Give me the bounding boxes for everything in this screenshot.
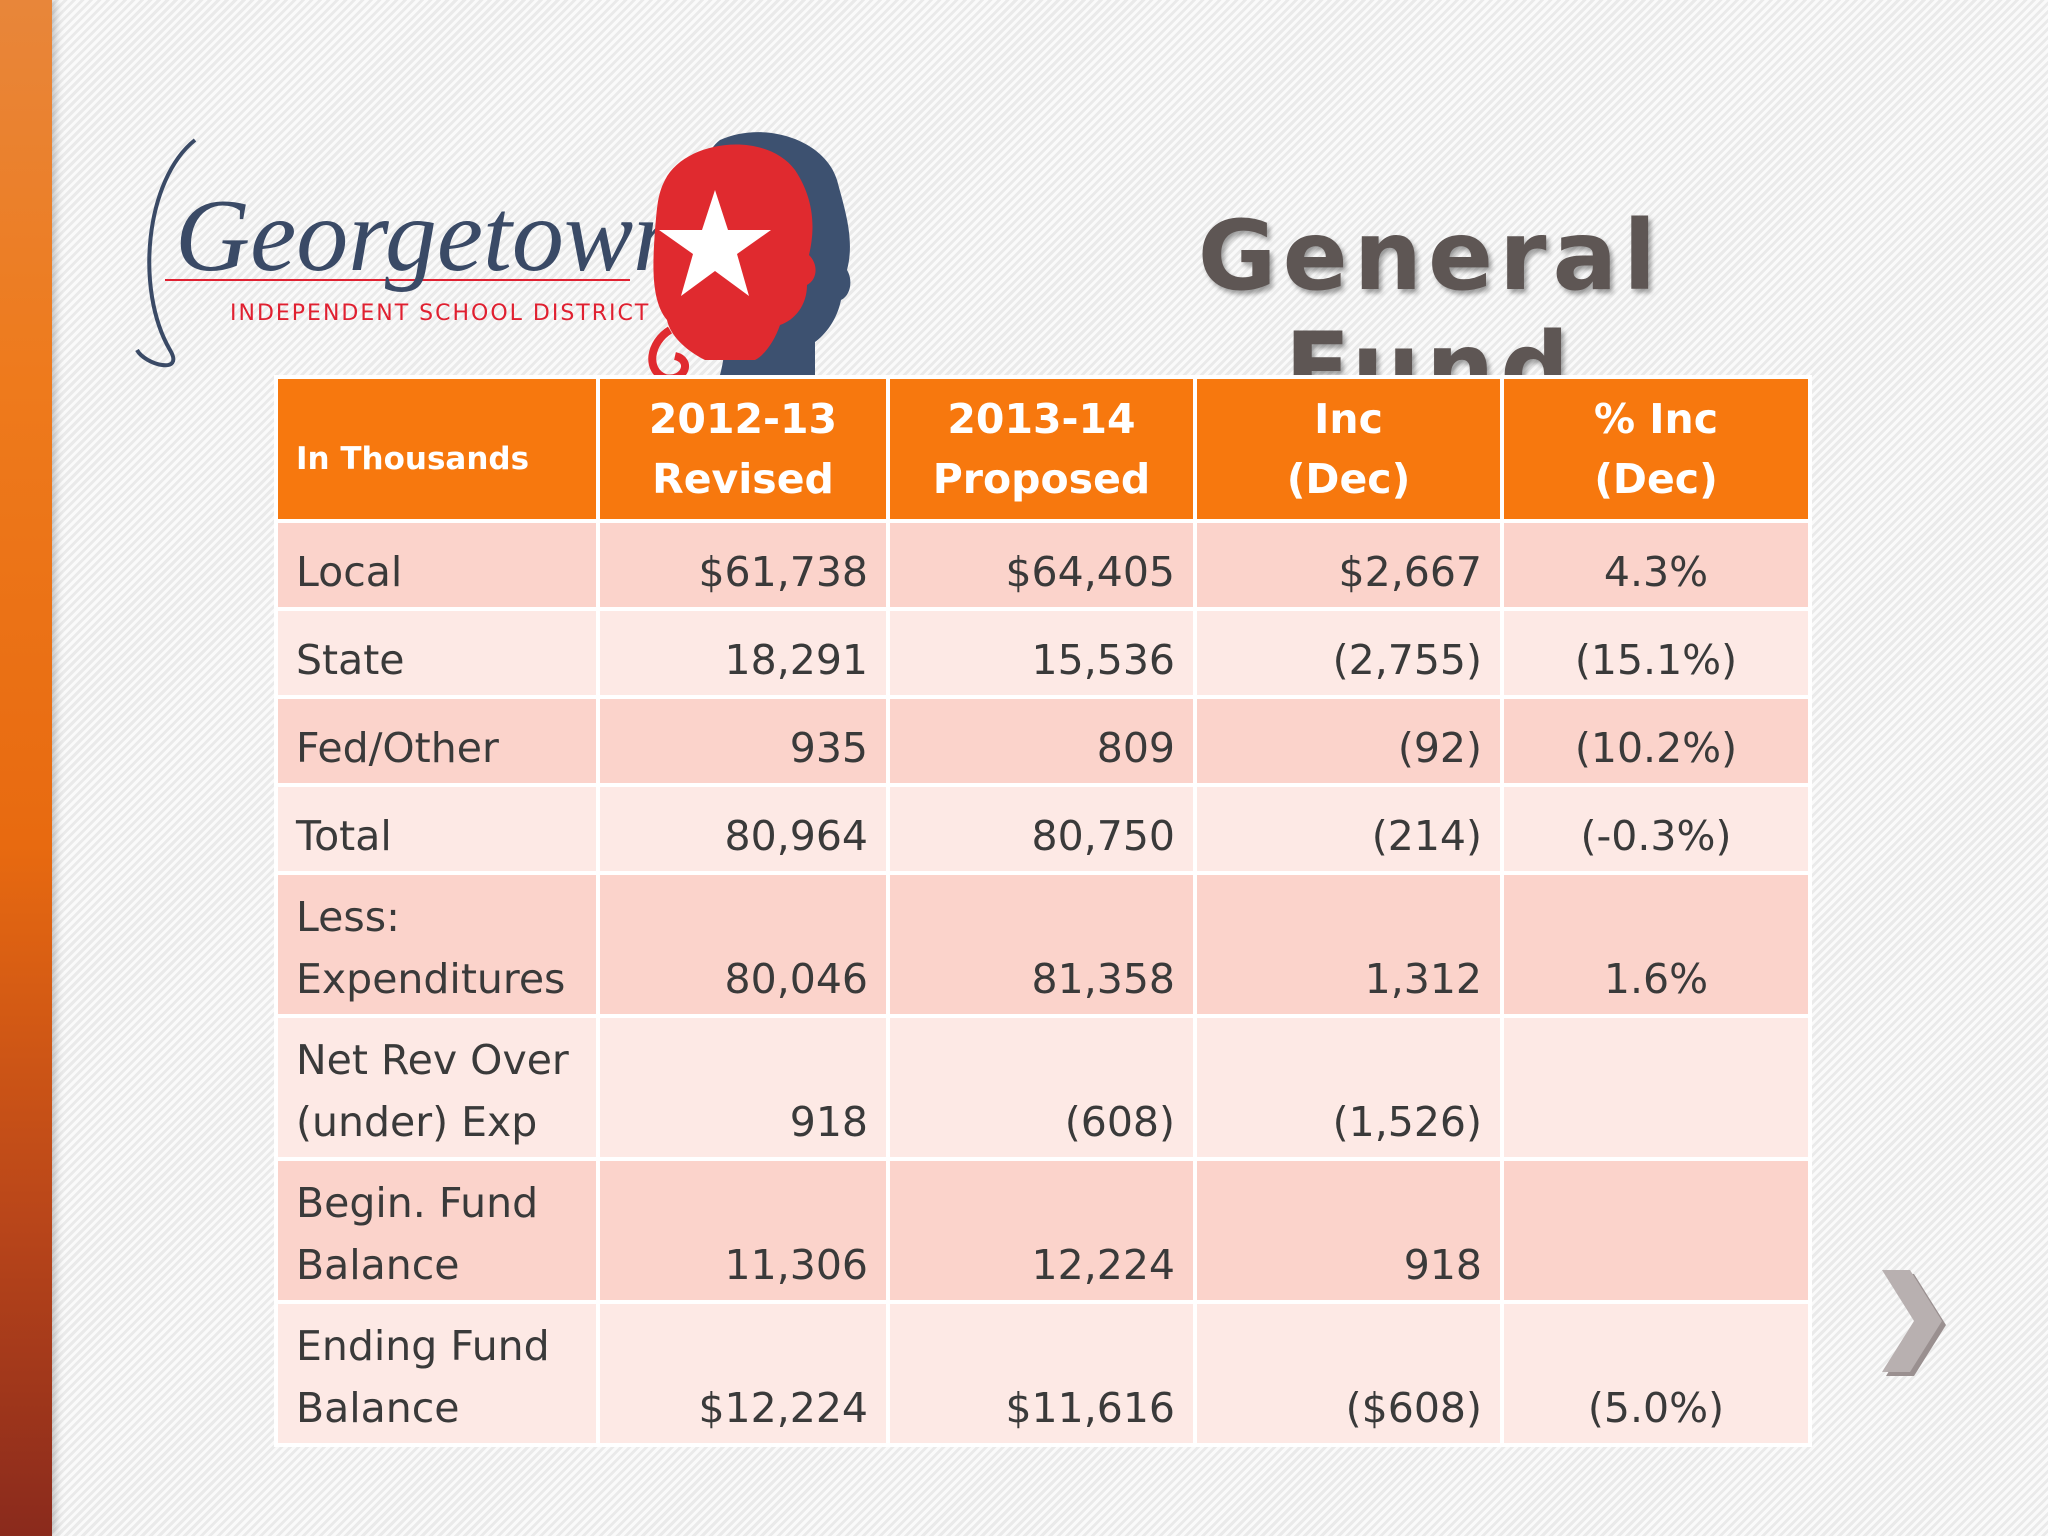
cell-pct: 4.3% [1500, 519, 1812, 611]
table-row-local: Local $61,738 $64,405 $2,667 4.3% [274, 519, 1812, 611]
logo-wordmark: Georgetown [175, 178, 685, 293]
cell-2013-14: 809 [886, 695, 1197, 787]
row-label-line: (under) Exp [296, 1098, 538, 1146]
cell-2012-13: 935 [596, 695, 890, 787]
cell-inc-dec: (2,755) [1193, 607, 1504, 699]
row-label: Less: Expenditures [274, 871, 600, 1018]
cell-2012-13: $61,738 [596, 519, 890, 611]
header-line: Inc [1314, 395, 1383, 443]
cell-2012-13: 918 [596, 1014, 890, 1161]
table-row-fed-other: Fed/Other 935 809 (92) (10.2%) [274, 695, 1812, 787]
cell-2013-14: $11,616 [886, 1300, 1197, 1447]
table-header-row: In Thousands 2012-13 Revised 2013-14 Pro… [274, 375, 1812, 523]
header-inc-dec: Inc (Dec) [1193, 375, 1504, 523]
header-2013-14-proposed: 2013-14 Proposed [886, 375, 1197, 523]
row-label: Fed/Other [274, 695, 600, 787]
cell-inc-dec: 918 [1193, 1157, 1504, 1304]
header-line: (Dec) [1286, 455, 1411, 503]
cell-inc-dec: (214) [1193, 783, 1504, 875]
cell-pct [1500, 1157, 1812, 1304]
cell-2013-14: $64,405 [886, 519, 1197, 611]
header-pct-inc-dec: % Inc (Dec) [1500, 375, 1812, 523]
general-fund-table: In Thousands 2012-13 Revised 2013-14 Pro… [274, 375, 1812, 1447]
header-line: (Dec) [1594, 455, 1718, 503]
cell-pct: (15.1%) [1500, 607, 1812, 699]
table-row-net-rev: Net Rev Over (under) Exp 918 (608) (1,52… [274, 1014, 1812, 1161]
row-label-line: Expenditures [296, 955, 566, 1003]
row-label: Begin. Fund Balance [274, 1157, 600, 1304]
cell-pct [1500, 1014, 1812, 1161]
cell-2012-13: 11,306 [596, 1157, 890, 1304]
logo-subtitle: INDEPENDENT SCHOOL DISTRICT [230, 301, 650, 326]
row-label-line: Balance [296, 1241, 460, 1289]
georgetown-isd-logo: Georgetown INDEPENDENT SCHOOL DISTRICT [135, 132, 851, 380]
table-row-expenditures: Less: Expenditures 80,046 81,358 1,312 1… [274, 871, 1812, 1018]
row-label: Local [274, 519, 600, 611]
row-label-line: Net Rev Over [296, 1036, 569, 1084]
header-line: Proposed [932, 455, 1151, 503]
table-row-total: Total 80,964 80,750 (214) (-0.3%) [274, 783, 1812, 875]
header-line: % Inc [1593, 395, 1719, 443]
cell-2013-14: 15,536 [886, 607, 1197, 699]
cell-inc-dec: (1,526) [1193, 1014, 1504, 1161]
chevron-right-icon[interactable] [1880, 1270, 1950, 1380]
cell-2013-14: (608) [886, 1014, 1197, 1161]
cell-2013-14: 81,358 [886, 871, 1197, 1018]
table-row-state: State 18,291 15,536 (2,755) (15.1%) [274, 607, 1812, 699]
header-line: Revised [652, 455, 834, 503]
cell-2012-13: 80,046 [596, 871, 890, 1018]
header-2012-13-revised: 2012-13 Revised [596, 375, 890, 523]
cell-inc-dec: (92) [1193, 695, 1504, 787]
table-row-ending-balance: Ending Fund Balance $12,224 $11,616 ($60… [274, 1300, 1812, 1447]
cell-pct: 1.6% [1500, 871, 1812, 1018]
row-label-line: Begin. Fund [296, 1179, 539, 1227]
cell-2013-14: 12,224 [886, 1157, 1197, 1304]
cell-inc-dec: $2,667 [1193, 519, 1504, 611]
cell-pct: (-0.3%) [1500, 783, 1812, 875]
header-line: 2013-14 [947, 395, 1136, 443]
row-label: Ending Fund Balance [274, 1300, 600, 1447]
row-label-line: Less: [296, 893, 400, 941]
row-label-line: Balance [296, 1384, 460, 1432]
row-label: State [274, 607, 600, 699]
row-label: Total [274, 783, 600, 875]
row-label-line: Ending Fund [296, 1322, 550, 1370]
cell-2012-13: 18,291 [596, 607, 890, 699]
cell-inc-dec: 1,312 [1193, 871, 1504, 1018]
cell-inc-dec: ($608) [1193, 1300, 1504, 1447]
header-line: 2012-13 [648, 395, 838, 443]
side-accent-bar [0, 0, 52, 1536]
cell-2012-13: 80,964 [596, 783, 890, 875]
header-units-label: In Thousands [274, 375, 600, 523]
table-row-begin-balance: Begin. Fund Balance 11,306 12,224 918 [274, 1157, 1812, 1304]
row-label: Net Rev Over (under) Exp [274, 1014, 600, 1161]
cell-2013-14: 80,750 [886, 783, 1197, 875]
cell-2012-13: $12,224 [596, 1300, 890, 1447]
cell-pct: (5.0%) [1500, 1300, 1812, 1447]
cell-pct: (10.2%) [1500, 695, 1812, 787]
